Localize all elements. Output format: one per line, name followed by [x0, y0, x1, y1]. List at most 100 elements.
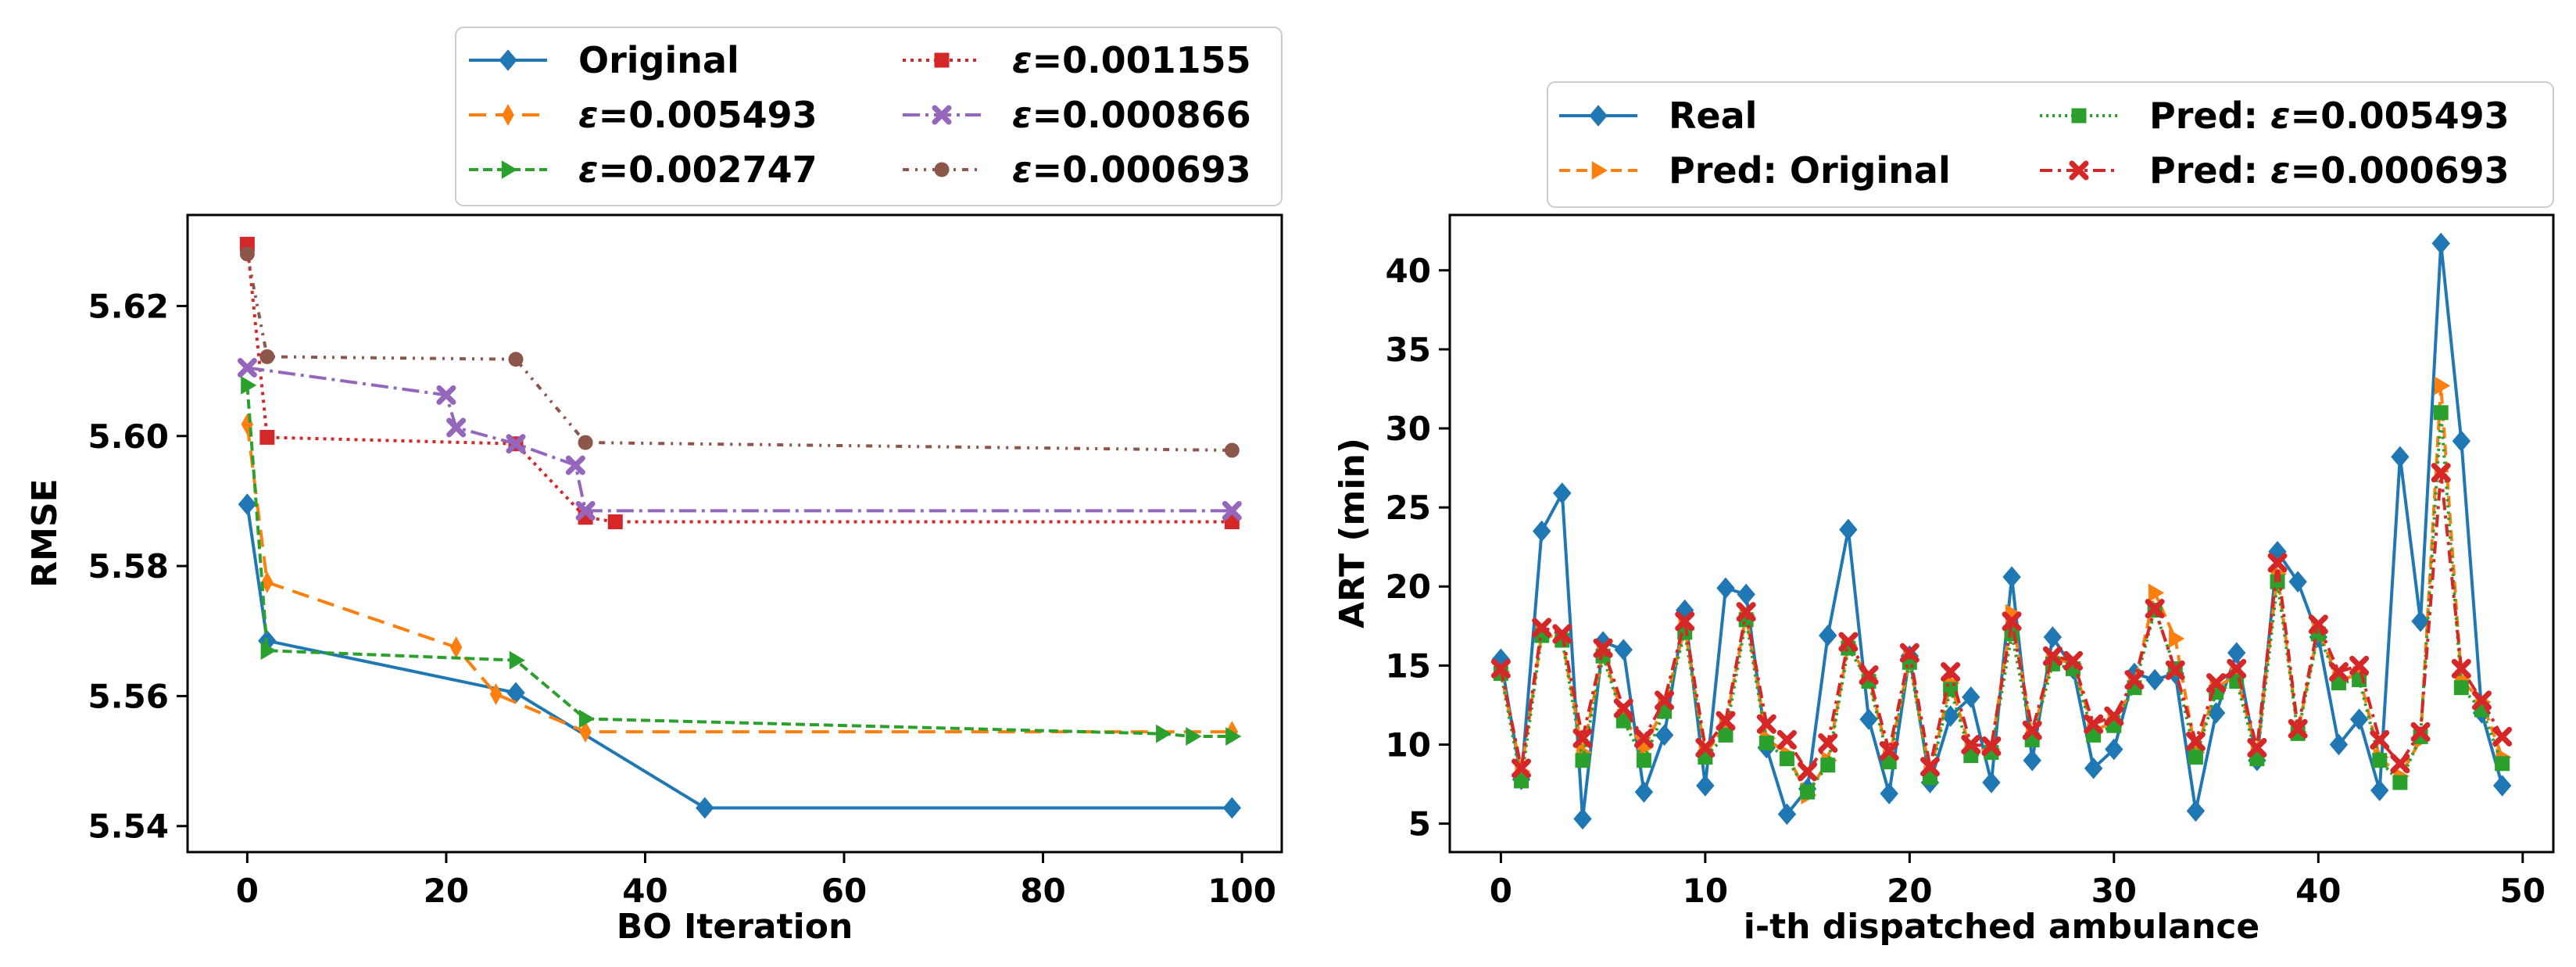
legend-label-0-0: Original	[578, 39, 739, 81]
series-line-0-0	[245, 503, 1233, 810]
data-point-1-0-16	[1819, 625, 1837, 646]
data-point-1-3-20-shape	[1899, 643, 1919, 663]
data-point-1-3-21	[1919, 757, 1940, 777]
data-point-0-2-1-shape	[260, 641, 277, 661]
data-point-0-4-0	[237, 357, 257, 378]
y-tick-label-0-4: 5.62	[88, 287, 169, 325]
data-point-1-3-27	[2042, 646, 2063, 666]
data-point-1-3-0	[1490, 658, 1511, 679]
data-point-1-0-39	[2288, 571, 2307, 593]
data-point-1-3-35-shape	[2206, 673, 2227, 693]
legend-label-value-0-3: =0.001155	[1032, 39, 1251, 81]
data-point-1-1-32-shape	[2148, 583, 2165, 603]
rmse-legend: Originalε=0.005493ε=0.002747ε=0.001155ε=…	[455, 27, 1283, 206]
data-point-1-0-6-shape	[1614, 639, 1633, 661]
data-point-1-3-42-shape	[2349, 655, 2370, 675]
data-point-0-2-0-shape	[241, 376, 257, 395]
rmse-y-axis-label: RMSE	[25, 478, 65, 587]
data-point-1-3-40-shape	[2308, 614, 2328, 635]
legend-label-1-0: Real	[1669, 95, 1757, 137]
data-point-1-3-3-shape	[1552, 624, 1572, 644]
legend-marker-1-3	[2069, 160, 2089, 181]
data-point-1-0-49-shape	[2492, 775, 2512, 797]
data-point-1-3-22	[1941, 661, 1961, 682]
data-point-0-4-6-shape	[1222, 500, 1242, 521]
data-point-0-5-1-shape	[259, 349, 275, 364]
x-tick-label-0-2: 40	[622, 872, 667, 910]
data-point-1-3-8-shape	[1655, 690, 1675, 711]
data-point-1-3-42	[2349, 655, 2370, 675]
data-point-1-3-20	[1899, 643, 1919, 663]
data-point-1-3-31-shape	[2124, 670, 2145, 690]
data-point-0-1-3-shape	[489, 682, 503, 705]
legend-entry-1-0: Real	[1559, 95, 1757, 137]
data-point-1-3-21-shape	[1919, 757, 1940, 777]
data-point-1-3-2-shape	[1532, 618, 1552, 638]
data-point-1-0-41-shape	[2329, 733, 2349, 756]
data-point-1-3-36	[2227, 658, 2247, 679]
data-point-1-2-11-shape	[1718, 727, 1733, 743]
data-point-1-0-19	[1880, 783, 1898, 804]
data-point-1-0-17	[1839, 518, 1858, 541]
data-point-1-3-12	[1736, 602, 1756, 622]
data-point-1-3-48-shape	[2471, 690, 2492, 711]
data-point-1-2-1-shape	[1514, 773, 1530, 789]
rmse-plot-area	[237, 236, 1242, 819]
legend-marker-0-5	[934, 162, 950, 177]
data-point-1-3-32-shape	[2145, 599, 2165, 619]
data-point-1-3-16-shape	[1818, 732, 1838, 753]
legend-label-0-5: ε=0.000693	[1012, 149, 1251, 191]
rmse-plot-frame	[186, 213, 1283, 854]
legend-marker-0-2-shape	[501, 160, 517, 179]
series-0-eps-0-000866	[237, 357, 1242, 521]
legend-entry-0-4: ε=0.000866	[903, 94, 1251, 136]
data-point-0-1-4	[579, 721, 592, 743]
legend-label-value-0-4: =0.000866	[1032, 94, 1251, 136]
series-1-pred-eps-0-000693	[1490, 463, 2513, 782]
data-point-0-0-4-shape	[1222, 797, 1242, 819]
data-point-1-0-4-shape	[1573, 808, 1592, 830]
data-point-1-3-26	[2022, 720, 2042, 740]
data-point-1-3-0-shape	[1490, 658, 1511, 679]
data-point-1-2-14-shape	[1779, 751, 1794, 767]
data-point-1-3-24-shape	[1981, 736, 2002, 757]
data-point-1-3-49-shape	[2492, 726, 2513, 747]
data-point-1-3-47-shape	[2451, 658, 2471, 679]
legend-label-value-1-2: =0.005493	[2291, 95, 2510, 137]
data-point-1-3-40	[2308, 614, 2328, 635]
data-point-1-0-34-shape	[2186, 800, 2206, 822]
art-legend-box	[1547, 81, 2554, 208]
rmse-legend-box	[455, 27, 1283, 206]
data-point-0-4-4	[565, 455, 585, 475]
legend-marker-1-2-shape	[2071, 108, 2087, 124]
y-tick-label-1-7: 40	[1386, 252, 1431, 290]
data-point-1-2-49-shape	[2495, 756, 2510, 772]
data-point-1-3-35	[2206, 673, 2227, 693]
legend-label-0-1: ε=0.005493	[578, 94, 818, 136]
x-tick-label-1-3: 30	[2091, 872, 2137, 910]
data-point-1-0-23-shape	[1962, 686, 1980, 708]
legend-marker-0-5-shape	[934, 162, 950, 177]
data-point-1-3-11-shape	[1716, 711, 1736, 731]
data-point-1-3-25	[2002, 611, 2022, 632]
data-point-0-5-4	[1224, 442, 1240, 458]
data-point-1-0-32	[2145, 668, 2164, 691]
y-tick-label-1-1: 10	[1386, 725, 1431, 764]
data-point-1-0-17-shape	[1839, 518, 1858, 541]
x-tick-label-0-3: 60	[821, 872, 867, 910]
data-point-1-3-12-shape	[1736, 602, 1756, 622]
data-point-1-0-6	[1614, 639, 1633, 661]
x-tick-label-1-0: 0	[1490, 872, 1512, 910]
data-point-1-0-11	[1716, 577, 1735, 600]
data-point-0-1-4-shape	[579, 721, 592, 743]
legend-label-symbol-0-4: ε	[1012, 94, 1032, 136]
data-point-1-0-12-shape	[1737, 583, 1755, 606]
data-point-1-3-23-shape	[1961, 734, 1981, 754]
series-line-1-3	[1499, 471, 2504, 773]
data-point-1-2-4-shape	[1575, 753, 1590, 768]
data-point-0-0-3	[696, 797, 714, 819]
data-point-1-0-18-shape	[1859, 708, 1878, 730]
data-point-1-2-6-shape	[1615, 713, 1631, 729]
data-point-1-0-46-shape	[2431, 232, 2450, 255]
data-point-0-5-3-shape	[578, 435, 593, 450]
